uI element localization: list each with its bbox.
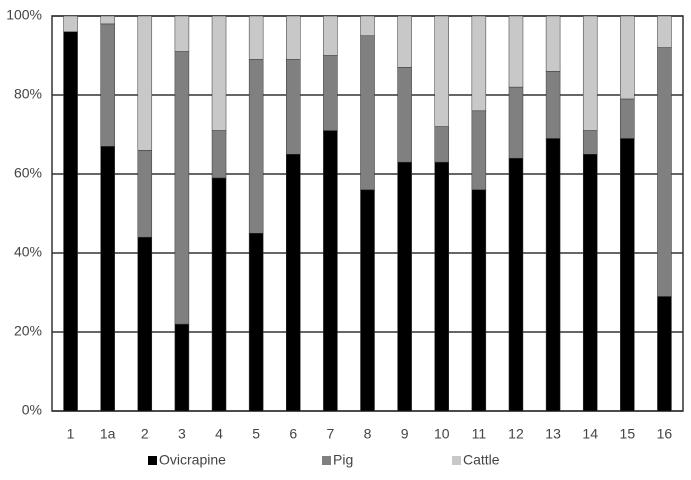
bar-segment [248,15,264,60]
x-tick-label: 5 [252,426,260,442]
bar-segment [63,15,78,33]
x-tick-label: 12 [508,426,524,442]
x-tick-label: 11 [472,426,487,442]
bar-segment [582,15,598,131]
y-tick-label: 60% [14,165,42,181]
bar-segment [620,138,635,412]
bar-segment [286,59,301,155]
bar-segment [286,154,301,412]
bar-segment [471,189,487,412]
bar-segment [248,233,264,412]
x-tick-label: 10 [434,426,450,442]
bar-segment [434,15,449,127]
bar-segment [137,15,153,151]
bar-segment [471,110,487,191]
bar-segment [657,15,672,48]
bar-segment [620,15,635,100]
x-tick-label: 3 [178,426,186,442]
bar-segment [434,126,449,163]
legend-label: Ovicrapine [159,452,226,468]
legend-label: Cattle [463,452,500,468]
bar-segment [211,177,227,412]
bar-segment [545,71,561,139]
x-tick-label: 14 [582,426,598,442]
bar-segment [323,55,338,131]
bar-segment [211,15,227,131]
bar-segment [174,15,190,52]
legend-swatch [452,456,461,465]
legend-swatch [148,456,157,465]
bar-segment [100,15,115,25]
bar-segment [360,35,375,191]
x-tick-label: 13 [545,426,561,442]
x-tick-label: 15 [620,426,636,442]
x-tick-label: 16 [657,426,673,442]
bar-segment [100,23,115,147]
bar-segment [323,15,338,56]
bar-segment [397,67,412,163]
bar-segment [397,15,412,68]
bar-segment [211,130,227,179]
bar-segment [63,31,78,412]
bar-segment [471,15,487,112]
bar-segment [174,323,190,412]
bar-segment [657,296,672,412]
x-tick-label: 4 [215,426,223,442]
y-tick-label: 40% [14,244,42,260]
bar-segment [582,130,598,155]
bar-segment [620,98,635,139]
bar-segment [286,15,301,60]
bar-segment [137,150,153,238]
bar-segment [545,138,561,412]
bar-segment [360,189,375,412]
bar-segment [545,15,561,72]
bar-segment [397,161,412,412]
x-tick-label: 1a [100,426,116,442]
y-tick-label: 0% [22,402,42,418]
bar-segment [508,86,524,159]
bar-segment [248,59,264,234]
bar-segment [323,130,338,412]
x-tick-label: 8 [364,426,372,442]
y-tick-label: 80% [14,86,42,102]
bar-segment [174,51,190,325]
y-tick-label: 20% [14,323,42,339]
bar-segment [582,154,598,412]
legend-swatch [322,456,331,465]
y-tick-label: 100% [6,7,42,23]
bar-segment [434,161,449,412]
bar-segment [100,146,115,412]
x-tick-label: 2 [141,426,149,442]
bar-segment [657,47,672,297]
bar-segment [508,15,524,88]
bar-segment [360,15,375,36]
x-tick-label: 7 [326,426,334,442]
bar-segment [508,157,524,412]
bar-segment [137,236,153,412]
x-tick-label: 9 [401,426,409,442]
legend-label: Pig [333,452,353,468]
x-tick-label: 6 [289,426,297,442]
x-tick-label: 1 [67,426,75,442]
